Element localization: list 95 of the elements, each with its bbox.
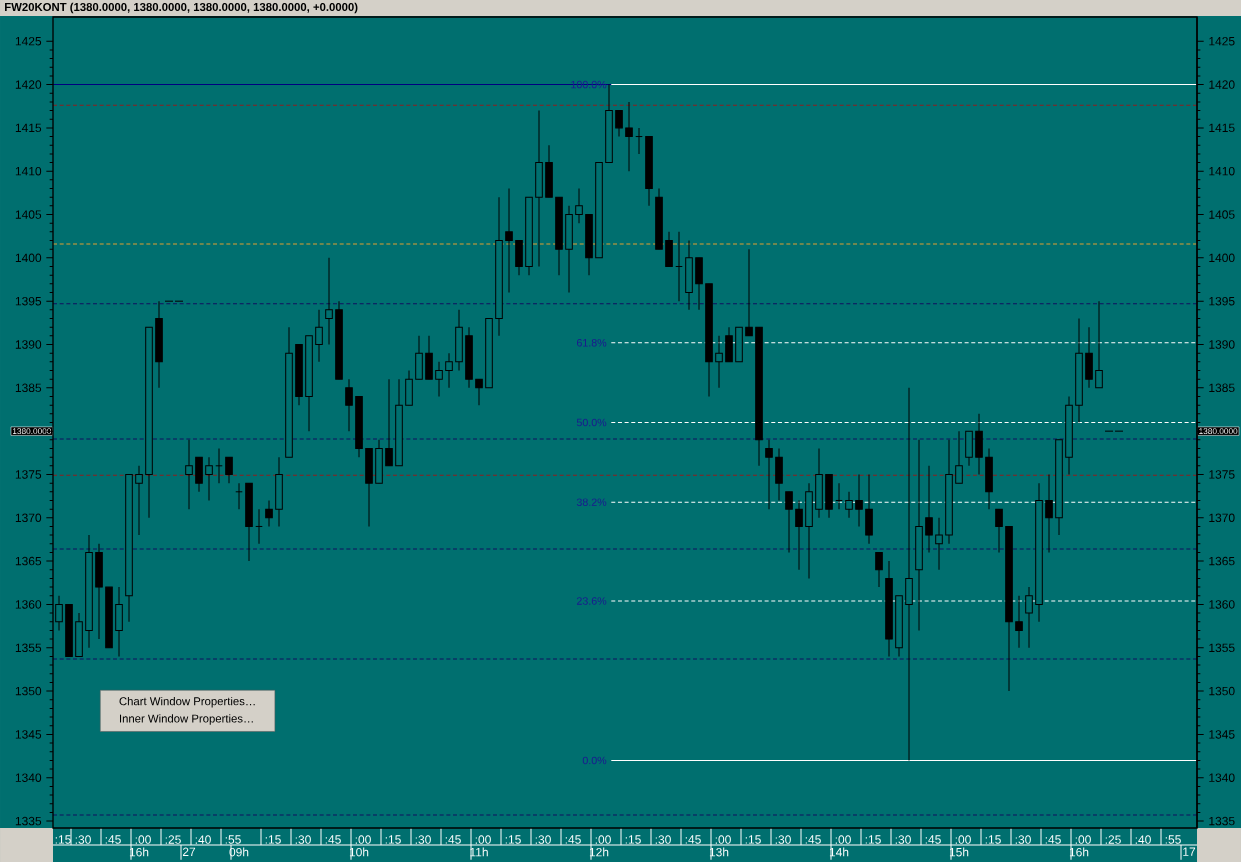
text: 16h <box>1069 847 1089 857</box>
annotation: Inner Window Properties… <box>119 714 253 725</box>
x-tick-label: :15 <box>55 835 71 844</box>
y2-tick-label: 1410 <box>1209 166 1235 176</box>
x-tick-label: :40 <box>1135 835 1151 844</box>
x-tick-label: :00 <box>955 835 971 844</box>
y-tick-label: 1405 <box>15 210 42 219</box>
y2-tick-label: 1345 <box>1209 730 1235 739</box>
x-tick-label: :30 <box>535 835 551 844</box>
x-tick-label: :30 <box>895 835 911 844</box>
y-tick-label: 1340 <box>15 773 42 782</box>
text: 13h <box>709 847 729 857</box>
y2-tick-label: 1415 <box>1209 123 1235 133</box>
x-tick-label: :00 <box>1075 835 1091 844</box>
x-tick-label: :55 <box>1165 835 1181 844</box>
y-tick-label: 1415 <box>15 123 42 133</box>
x-tick-label: :40 <box>195 835 211 844</box>
y-tick-label: 1360 <box>15 600 42 609</box>
y-tick-label: 1395 <box>15 296 42 306</box>
x-tick-label: :25 <box>1105 835 1121 844</box>
text: 12h <box>589 847 609 857</box>
x-tick-label: :00 <box>135 835 151 844</box>
x-tick-label: :45 <box>1045 835 1061 844</box>
x-tick-label: :15 <box>625 835 641 844</box>
x-tick-label: :30 <box>655 835 671 844</box>
annotation: 38.2% <box>576 498 607 506</box>
y-tick-label: 1400 <box>15 253 42 263</box>
annotation: 23.6% <box>576 597 607 605</box>
annotation: 50.0% <box>576 418 607 427</box>
x-tick-label: :55 <box>225 835 241 844</box>
y-tick-label: 1355 <box>15 643 42 653</box>
y-tick-label: 1375 <box>15 470 42 479</box>
x-tick-label: :45 <box>565 835 581 844</box>
y-tick-label: 1345 <box>15 730 42 739</box>
x-tick-label: :45 <box>685 835 701 844</box>
text: 10h <box>349 847 369 857</box>
y-tick-label: 1425 <box>15 36 42 46</box>
x-tick-label: :45 <box>925 835 941 844</box>
y-tick-label: 1370 <box>15 513 42 523</box>
y2-tick-label: 1425 <box>1209 36 1235 46</box>
y2-tick-label: 1400 <box>1209 253 1235 263</box>
x-tick-label: :00 <box>835 835 851 844</box>
x-tick-label: :00 <box>715 835 731 844</box>
x-tick-label: :15 <box>985 835 1001 844</box>
text: 14h <box>829 847 849 857</box>
x-tick-label: :45 <box>105 835 121 844</box>
y-tick-label: 1365 <box>15 556 42 566</box>
x-tick-label: :00 <box>355 835 371 844</box>
x-tick-label: :15 <box>385 835 401 844</box>
x-tick-label: :15 <box>505 835 521 844</box>
y2-tick-label: 1395 <box>1209 296 1235 306</box>
x-tick-label: :15 <box>745 835 761 844</box>
annotation: 61.8% <box>576 339 607 347</box>
text: 17 <box>1183 847 1196 856</box>
y2-tick-label: 1370 <box>1209 513 1235 523</box>
x-tick-label: :45 <box>805 835 821 844</box>
x-tick-label: :15 <box>865 835 881 844</box>
y2-tick-label: 1335 <box>1209 816 1235 826</box>
y-tick-label: 1410 <box>15 166 42 176</box>
x-tick-label: :25 <box>165 835 181 844</box>
x-tick-label: :45 <box>325 835 341 844</box>
y2-tick-label: 1375 <box>1209 470 1235 479</box>
text: 27 <box>182 847 196 856</box>
annotation: 0.0% <box>582 756 607 765</box>
chart-title: FW20KONT (1380.0000, 1380.0000, 1380.0000, 1380.0000, +0.0000) <box>5 2 358 14</box>
x-tick-label: :30 <box>295 835 311 844</box>
annotation: Chart Window Properties… <box>119 696 255 708</box>
x-tick-label: :30 <box>1015 835 1031 844</box>
y2-tick-label: 1385 <box>1209 383 1235 393</box>
y-tick-label: 1350 <box>15 686 42 696</box>
x-tick-label: :30 <box>415 835 431 844</box>
text: 15h <box>949 847 969 857</box>
x-tick-label: :15 <box>265 835 281 844</box>
x-tick-label: :00 <box>595 835 611 844</box>
y2-tick-label: 1390 <box>1209 340 1235 349</box>
y-tick-label: 1390 <box>15 340 42 349</box>
text: 1380.0000 <box>12 428 52 435</box>
y2-tick-label: 1340 <box>1209 773 1235 782</box>
x-tick-label: :00 <box>475 835 491 844</box>
y-tick-label: 1335 <box>15 816 42 826</box>
text: 11h <box>470 847 488 857</box>
y2-tick-label: 1365 <box>1209 556 1235 566</box>
text: 1380.0000 <box>1199 428 1238 435</box>
y-tick-label: 1420 <box>15 80 42 89</box>
y2-tick-label: 1420 <box>1209 80 1235 89</box>
y2-tick-label: 1350 <box>1209 686 1235 696</box>
y2-tick-label: 1360 <box>1209 600 1235 609</box>
y-tick-label: 1385 <box>15 383 42 393</box>
x-tick-label: :30 <box>75 835 91 844</box>
y2-tick-label: 1355 <box>1209 643 1235 653</box>
x-tick-label: :30 <box>775 835 791 844</box>
y2-tick-label: 1405 <box>1209 210 1235 219</box>
text: 09h <box>229 847 249 857</box>
x-tick-label: :45 <box>445 835 461 844</box>
text: 16h <box>129 847 149 857</box>
